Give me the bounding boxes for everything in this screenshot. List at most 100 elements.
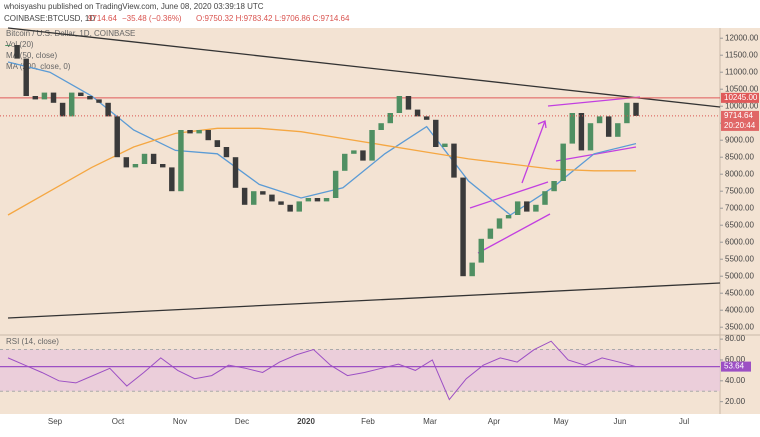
candle [169,167,175,192]
candle [50,92,57,103]
y-tick-label: 5000.00 [725,271,754,280]
candle [41,92,48,100]
candle [287,204,293,212]
candle [442,143,448,147]
x-tick-label: Sep [48,417,63,426]
y-tick-label: 7000.00 [725,203,754,212]
publisher: whoisyashu published on TradingView.com,… [3,2,264,11]
rsi-last-label: 53.64 [724,362,745,371]
candle [378,123,384,130]
rsi-tick-label: 40.00 [725,376,746,385]
candle [478,238,485,263]
candle [387,113,393,124]
y-tick-label: 9000.00 [725,135,754,144]
y-tick-label: 4000.00 [725,305,754,314]
rsi-tick-label: 60.00 [725,355,746,364]
rsi-tick-label: 80.00 [725,334,746,343]
legend-entry: Vol (20) [6,40,34,49]
candle [624,102,630,124]
candle [396,96,403,113]
y-tick-label: 10000.00 [725,101,759,110]
candle [159,164,166,168]
candle [232,157,239,188]
candle [351,150,357,154]
candle [423,116,430,120]
y-tick-label: 11000.00 [725,67,758,76]
x-tick-label: Oct [112,417,125,426]
rsi-tick-label: 20.00 [725,397,746,406]
candle [560,143,566,181]
candle [269,194,275,202]
price-tag [721,92,759,103]
candle [14,45,20,59]
channel-bottom [477,213,551,254]
arrow [521,120,546,184]
price-tag [721,110,759,131]
candle [87,96,93,100]
candle [196,130,202,134]
y-tick-label: 8000.00 [725,169,754,178]
x-tick-label: 2020 [297,417,315,426]
candle [542,191,548,205]
candle [105,102,111,117]
y-tick-label: 11500.00 [725,50,758,59]
rsi-line [7,340,637,401]
candle [342,153,348,171]
candle [123,157,130,168]
x-tick-label: Jul [679,417,689,426]
candle [59,102,66,117]
last-price: 9714.64 [88,14,117,23]
candle [296,201,302,212]
y-tick-label: 8500.00 [725,152,754,161]
candle [369,130,375,161]
candle [68,92,75,117]
purple-patterns [469,96,641,254]
candle [414,109,421,117]
rsi-title: RSI (14, close) [6,337,59,346]
candle [596,116,603,124]
channel-top [469,181,549,209]
candle [469,262,475,277]
candle [141,153,148,164]
y-tick-label: 7500.00 [725,186,754,195]
y-tick-label: 12000.00 [725,33,759,42]
y-tick-label: 4500.00 [725,288,754,297]
candle [605,116,612,137]
candle [32,96,39,100]
candle [178,130,184,192]
candle [551,181,557,192]
candle [323,198,330,202]
candle [451,143,457,178]
candle [460,177,466,277]
x-tick-label: Feb [361,417,375,426]
candle [241,187,248,205]
upper-trendline [7,27,721,108]
candle [78,92,84,96]
current-price-label: 9714.64 [724,111,753,120]
candle [214,140,221,147]
y-tick-label: 3500.00 [725,322,754,331]
y-tick-label: 10500.00 [725,84,759,93]
candle [587,123,594,151]
legend-entry: Bitcoin / U.S. Dollar, 1D, COINBASE [6,29,135,38]
legend: Bitcoin / U.S. Dollar, 1D, COINBASE Vol (… [6,29,135,71]
candle [533,204,539,212]
candle [96,99,102,103]
rsi-band [0,349,720,392]
candle [332,170,339,198]
candle [114,116,120,158]
candle [260,191,266,195]
candle [505,215,512,219]
candle [578,113,585,151]
candle [514,201,521,215]
x-tick-label: May [553,417,568,426]
candle [433,119,439,147]
candle [150,153,157,164]
x-tick-label: Nov [173,417,187,426]
y-tick-label: 6500.00 [725,220,754,229]
candle [278,201,284,205]
arrow-head [537,120,547,129]
lower-trendline [7,282,721,319]
moving-average [7,127,636,216]
